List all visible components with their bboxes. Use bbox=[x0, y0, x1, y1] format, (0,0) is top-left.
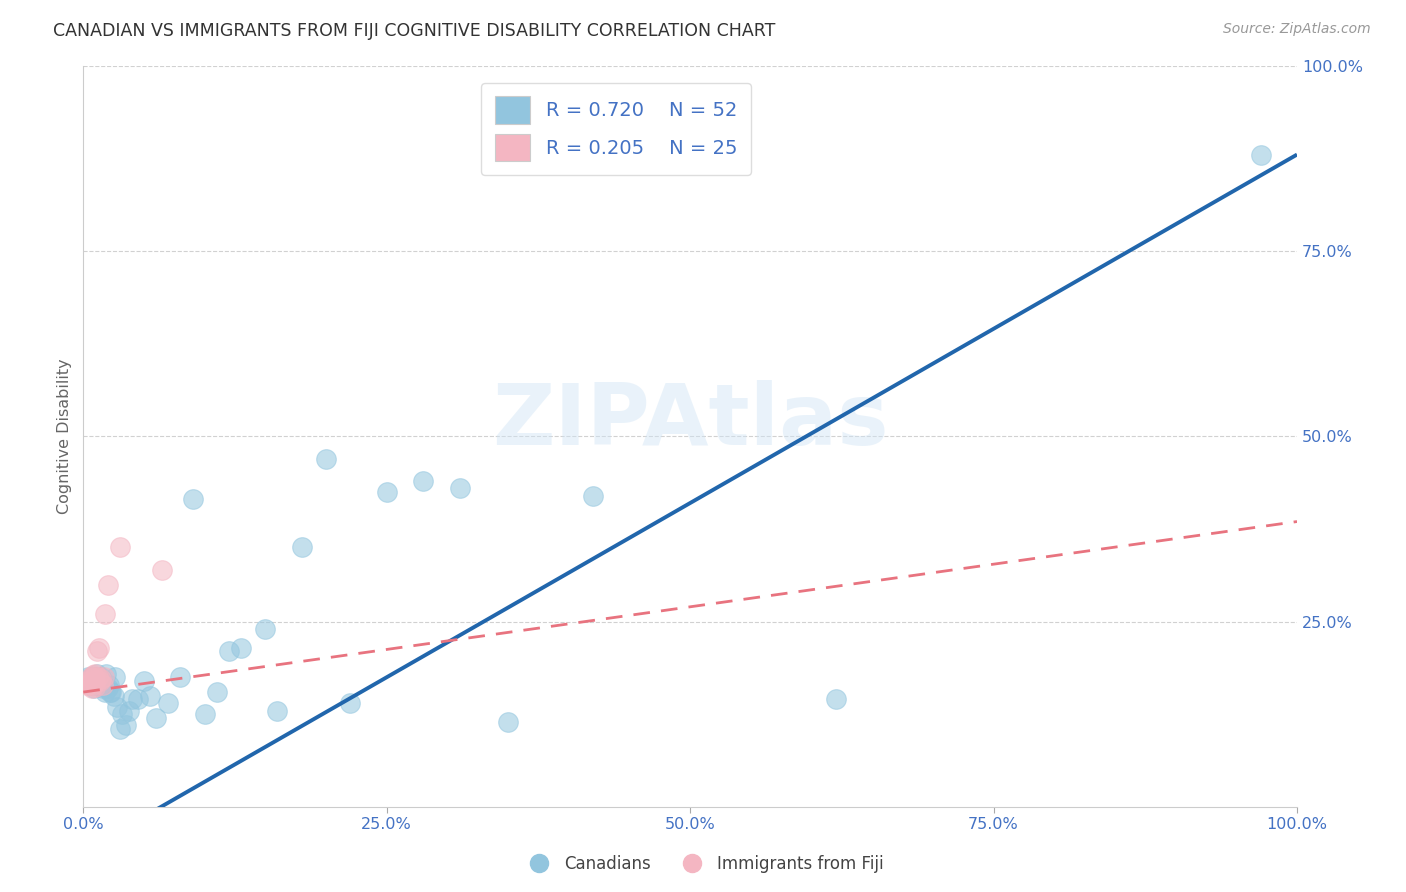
Point bbox=[87, 670, 110, 684]
Point bbox=[90, 673, 112, 687]
Point bbox=[132, 673, 155, 688]
Point bbox=[91, 678, 114, 692]
Point bbox=[94, 607, 117, 622]
Point bbox=[98, 685, 121, 699]
Point bbox=[87, 673, 110, 688]
Point bbox=[79, 670, 101, 684]
Point bbox=[449, 481, 471, 495]
Point bbox=[79, 675, 101, 690]
Point bbox=[89, 673, 111, 688]
Point bbox=[100, 685, 122, 699]
Text: CANADIAN VS IMMIGRANTS FROM FIJI COGNITIVE DISABILITY CORRELATION CHART: CANADIAN VS IMMIGRANTS FROM FIJI COGNITI… bbox=[53, 22, 776, 40]
Point bbox=[1250, 147, 1272, 161]
Point bbox=[82, 678, 104, 692]
Point bbox=[83, 673, 105, 688]
Point bbox=[103, 689, 125, 703]
Point bbox=[84, 678, 107, 692]
Point bbox=[108, 541, 131, 555]
Point bbox=[94, 685, 117, 699]
Point bbox=[218, 644, 240, 658]
Point bbox=[127, 692, 149, 706]
Point bbox=[108, 722, 131, 736]
Point bbox=[104, 670, 127, 684]
Point bbox=[84, 675, 107, 690]
Point bbox=[139, 689, 162, 703]
Point bbox=[291, 541, 314, 555]
Point bbox=[97, 681, 120, 696]
Point bbox=[80, 681, 103, 696]
Point bbox=[266, 704, 288, 718]
Point bbox=[169, 670, 191, 684]
Legend: R = 0.720    N = 52, R = 0.205    N = 25: R = 0.720 N = 52, R = 0.205 N = 25 bbox=[481, 83, 751, 175]
Point bbox=[77, 670, 100, 684]
Point bbox=[86, 666, 108, 681]
Point bbox=[83, 670, 105, 684]
Point bbox=[79, 678, 101, 692]
Point bbox=[77, 673, 100, 688]
Point bbox=[83, 681, 105, 696]
Text: ZIPAtlas: ZIPAtlas bbox=[492, 380, 889, 463]
Point bbox=[79, 670, 101, 684]
Point bbox=[375, 484, 398, 499]
Point bbox=[205, 685, 228, 699]
Point bbox=[412, 474, 434, 488]
Point bbox=[80, 673, 103, 688]
Point bbox=[118, 704, 141, 718]
Point bbox=[315, 451, 337, 466]
Text: Source: ZipAtlas.com: Source: ZipAtlas.com bbox=[1223, 22, 1371, 37]
Point bbox=[121, 692, 143, 706]
Point bbox=[84, 666, 107, 681]
Point bbox=[93, 678, 115, 692]
Point bbox=[194, 707, 217, 722]
Point bbox=[89, 673, 111, 688]
Point bbox=[87, 640, 110, 655]
Point bbox=[824, 692, 846, 706]
Point bbox=[150, 563, 173, 577]
Point bbox=[157, 696, 180, 710]
Point bbox=[76, 678, 98, 692]
Point bbox=[91, 681, 114, 696]
Point bbox=[582, 489, 605, 503]
Point bbox=[80, 673, 103, 687]
Point bbox=[229, 640, 252, 655]
Point bbox=[93, 670, 115, 684]
Point bbox=[114, 718, 136, 732]
Point bbox=[97, 678, 120, 692]
Point bbox=[145, 711, 167, 725]
Point bbox=[87, 670, 110, 684]
Point bbox=[82, 678, 104, 692]
Point bbox=[97, 577, 120, 591]
Point bbox=[181, 492, 204, 507]
Point bbox=[86, 644, 108, 658]
Point bbox=[82, 668, 104, 682]
Point bbox=[111, 707, 134, 722]
Point bbox=[496, 714, 519, 729]
Point bbox=[87, 678, 110, 692]
Point bbox=[90, 670, 112, 684]
Y-axis label: Cognitive Disability: Cognitive Disability bbox=[58, 359, 72, 514]
Legend: Canadians, Immigrants from Fiji: Canadians, Immigrants from Fiji bbox=[516, 848, 890, 880]
Point bbox=[84, 670, 107, 684]
Point bbox=[339, 696, 361, 710]
Point bbox=[96, 666, 118, 681]
Point bbox=[254, 622, 277, 636]
Point bbox=[84, 680, 107, 694]
Point bbox=[105, 699, 128, 714]
